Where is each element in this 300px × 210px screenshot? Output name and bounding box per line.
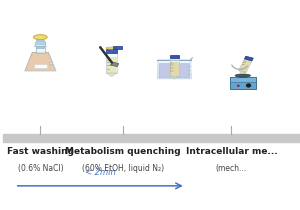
Polygon shape: [106, 52, 117, 73]
Text: (60% EtOH, liquid N₂): (60% EtOH, liquid N₂): [82, 164, 164, 173]
Polygon shape: [239, 59, 252, 72]
Polygon shape: [170, 62, 178, 76]
Bar: [170, 55, 179, 58]
Polygon shape: [25, 52, 56, 71]
Polygon shape: [159, 64, 190, 78]
Polygon shape: [239, 70, 246, 73]
Text: < 2min: < 2min: [85, 168, 116, 177]
Polygon shape: [106, 73, 117, 77]
Bar: [36, 41, 45, 44]
Text: Intracellular me...: Intracellular me...: [185, 147, 277, 156]
Polygon shape: [239, 60, 251, 72]
Polygon shape: [170, 58, 179, 76]
Ellipse shape: [34, 35, 47, 40]
Polygon shape: [244, 56, 253, 61]
Ellipse shape: [235, 74, 250, 77]
Ellipse shape: [106, 47, 117, 49]
Bar: [230, 77, 256, 82]
Ellipse shape: [237, 85, 239, 87]
Text: (mech...: (mech...: [216, 164, 247, 173]
Bar: [36, 46, 44, 48]
Ellipse shape: [246, 84, 251, 87]
Polygon shape: [239, 70, 246, 74]
Text: Metabolism quenching: Metabolism quenching: [65, 147, 181, 156]
Bar: [3, 134, 300, 142]
Bar: [106, 49, 117, 52]
Polygon shape: [110, 62, 119, 67]
Bar: [113, 46, 122, 49]
Text: (0.6% NaCl): (0.6% NaCl): [17, 164, 63, 173]
Bar: [34, 64, 46, 68]
Bar: [36, 47, 45, 52]
Polygon shape: [34, 40, 46, 47]
Polygon shape: [107, 72, 116, 76]
Bar: [49, 62, 52, 64]
Polygon shape: [157, 60, 191, 79]
Bar: [230, 77, 256, 89]
Text: Fast washing: Fast washing: [7, 147, 74, 156]
Polygon shape: [170, 76, 178, 78]
Polygon shape: [26, 52, 55, 70]
Polygon shape: [107, 58, 116, 72]
Polygon shape: [170, 76, 179, 79]
